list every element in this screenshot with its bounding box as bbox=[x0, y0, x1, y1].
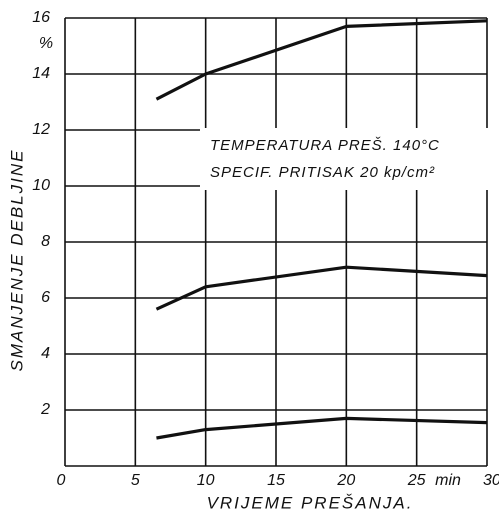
x-unit: min bbox=[435, 472, 461, 489]
annotation-box bbox=[200, 128, 492, 190]
y-tick-label: 16 bbox=[32, 9, 50, 26]
x-tick-label: 10 bbox=[197, 472, 215, 489]
y-tick-label: 2 bbox=[40, 401, 50, 418]
x-tick-label: 30 bbox=[483, 472, 499, 489]
x-tick-label: 5 bbox=[131, 472, 140, 489]
x-tick-label: 20 bbox=[336, 472, 355, 489]
y-tick-label: 8 bbox=[41, 233, 50, 250]
y-tick-label: 12 bbox=[32, 121, 50, 138]
x-tick-label: 0 bbox=[57, 472, 66, 489]
y-tick-label: 6 bbox=[41, 289, 50, 306]
annotation: TEMPERATURA PREŠ. 140°C bbox=[210, 137, 440, 154]
y-tick-label: 10 bbox=[32, 177, 50, 194]
x-tick-label: 15 bbox=[267, 472, 285, 489]
y-axis-label: SMANJENJE DEBLJINE bbox=[7, 148, 26, 371]
annotation: SPECIF. PRITISAK 20 kp/cm² bbox=[210, 164, 435, 181]
y-tick-label: 14 bbox=[32, 65, 50, 82]
x-tick-label: 25 bbox=[407, 472, 426, 489]
series-line bbox=[155, 19, 488, 101]
y-tick-label: 4 bbox=[41, 345, 50, 362]
y-unit: % bbox=[39, 35, 53, 52]
series-line bbox=[155, 265, 488, 311]
x-axis-label: VRIJEME PREŠANJA. bbox=[207, 493, 414, 512]
series-line bbox=[156, 416, 488, 440]
